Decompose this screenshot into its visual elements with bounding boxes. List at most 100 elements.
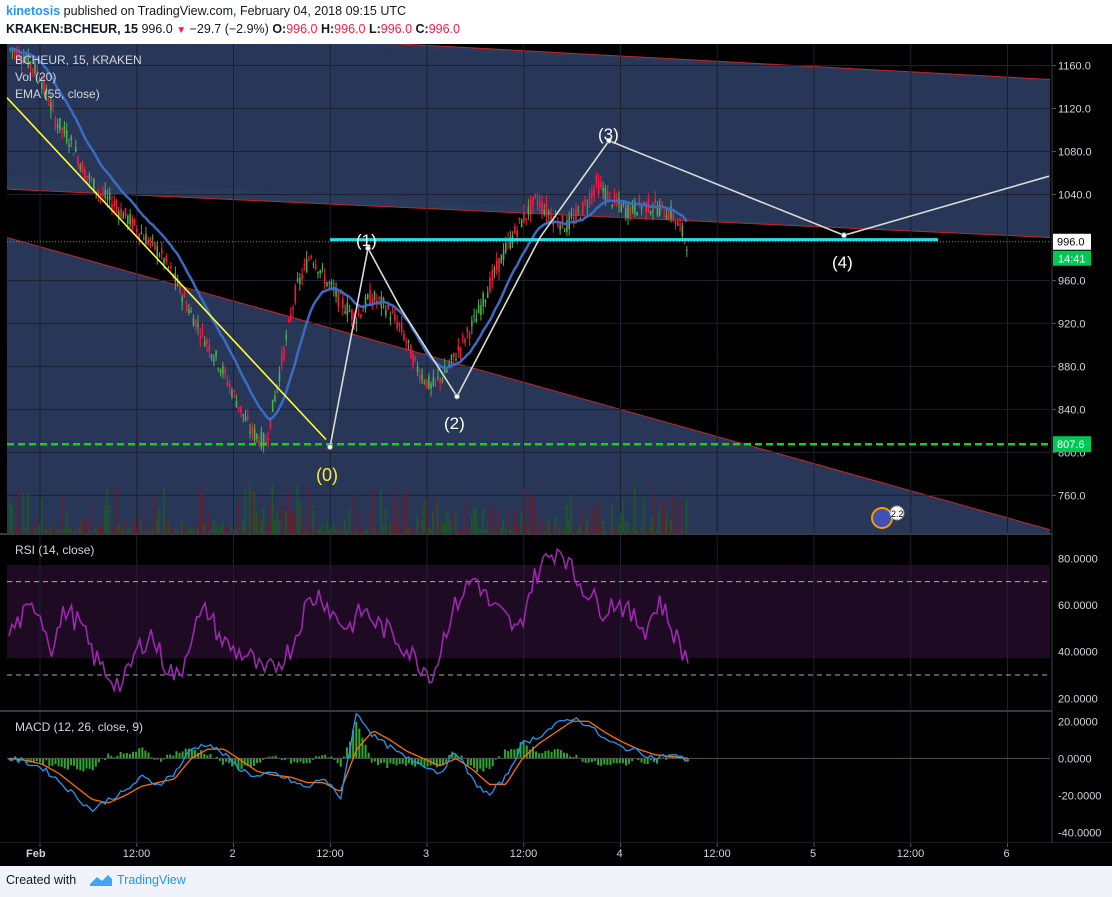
candle-body <box>61 127 63 131</box>
histogram-bar <box>370 758 373 763</box>
histogram-bar <box>376 758 379 765</box>
candle-body <box>41 82 43 89</box>
candle-body <box>235 401 238 408</box>
volume-bar <box>328 529 330 533</box>
candle-body <box>495 260 498 271</box>
histogram-bar <box>274 755 277 759</box>
price-tick-label: 1040.0 <box>1058 189 1092 201</box>
wave-point <box>365 245 371 252</box>
main-legend: BCHEUR, 15, KRAKEN <box>15 53 142 67</box>
volume-bar <box>382 525 385 533</box>
rsi-tick-label: 20.0000 <box>1058 693 1098 705</box>
chart-svg[interactable]: (0) (1) (2) (3) (4) 2.2 1160.0 1120.0 1080.0 1040… <box>0 44 1112 866</box>
time-axis-bg <box>0 843 1112 865</box>
candle-body <box>104 189 106 199</box>
histogram-bar <box>411 758 414 766</box>
histogram-bar <box>178 752 181 759</box>
histogram-bar <box>423 758 426 767</box>
tradingview-logo-icon[interactable] <box>88 871 114 889</box>
candle-body <box>330 282 333 285</box>
symbol-label[interactable]: KRAKEN:BCHEUR, 15 <box>6 22 138 36</box>
volume-bar <box>678 501 681 533</box>
volume-bar <box>147 529 149 533</box>
volume-bar <box>597 499 600 533</box>
candle-body <box>102 193 104 197</box>
volume-bar <box>187 529 190 533</box>
histogram-bar <box>395 758 398 766</box>
histogram-bar <box>587 758 590 763</box>
candle-body <box>237 406 240 409</box>
histogram-bar <box>435 758 438 768</box>
candle-body <box>627 204 629 219</box>
candle-body <box>432 377 435 386</box>
volume-bar <box>620 513 622 533</box>
candle-body <box>97 192 100 194</box>
created-with-text: Created with <box>6 873 77 887</box>
candle-body <box>679 223 681 226</box>
volume-bar <box>244 489 247 533</box>
histogram-bar <box>172 755 175 759</box>
volume-bar <box>359 512 362 533</box>
candle-body <box>278 372 281 382</box>
candle-body <box>294 286 297 303</box>
wave-point <box>327 444 333 451</box>
tradingview-link[interactable]: TradingView <box>117 873 186 887</box>
last-price-tag: 996.0 <box>1057 237 1085 249</box>
histogram-bar <box>88 758 91 769</box>
candle-body <box>312 263 315 265</box>
candle-body <box>622 202 625 205</box>
volume-bar <box>239 529 242 533</box>
candle-body <box>206 339 208 345</box>
volume-bar <box>289 511 292 533</box>
volume-bar <box>158 508 161 533</box>
candle-body <box>317 271 319 274</box>
histogram-bar <box>460 755 463 759</box>
histogram-bar <box>609 758 612 765</box>
candle-body <box>199 335 202 339</box>
volume-bar <box>294 509 296 533</box>
volume-bar <box>199 486 201 533</box>
volume-bar <box>104 505 106 533</box>
histogram-bar <box>522 741 525 759</box>
histogram-bar <box>553 749 556 759</box>
candle-body <box>419 375 421 380</box>
volume-bar <box>586 520 588 533</box>
volume-bar <box>531 492 534 533</box>
histogram-bar <box>556 748 559 759</box>
histogram-bar <box>407 758 410 764</box>
candle-body <box>258 440 260 446</box>
candle-body <box>387 303 389 309</box>
histogram-bar <box>603 758 606 765</box>
low-label: L: <box>368 22 381 36</box>
volume-bar <box>599 524 602 533</box>
candle-body <box>473 315 475 317</box>
time-tick-label: 2 <box>230 848 236 860</box>
chart-area[interactable]: (0) (1) (2) (3) (4) 2.2 1160.0 1120.0 1080.0 1040… <box>0 44 1112 866</box>
volume-bar <box>74 529 77 533</box>
candle-body <box>99 194 102 197</box>
volume-bar <box>611 503 613 533</box>
volume-bar <box>126 529 129 533</box>
histogram-bar <box>262 758 265 760</box>
volume-bar <box>522 488 525 533</box>
candle-body <box>613 193 616 200</box>
signal-line <box>8 720 689 804</box>
volume-bar <box>260 519 263 533</box>
histogram-bar <box>494 758 497 760</box>
volume-bar <box>622 499 625 533</box>
histogram-bar <box>550 751 553 759</box>
histogram-bar <box>445 758 448 763</box>
candle-body <box>27 52 30 67</box>
histogram-bar <box>184 748 187 759</box>
candle-body <box>480 305 482 316</box>
candle-body <box>108 192 111 201</box>
volume-bar <box>463 529 466 533</box>
volume-bar <box>493 529 496 533</box>
price-tick-label: 1160.0 <box>1058 60 1091 72</box>
price-tick-label: 920.0 <box>1058 318 1086 330</box>
volume-bar <box>488 504 491 533</box>
candle-body <box>423 382 426 384</box>
author-link[interactable]: kinetosis <box>6 4 61 18</box>
candle-body <box>559 224 561 231</box>
candle-body <box>548 212 550 215</box>
